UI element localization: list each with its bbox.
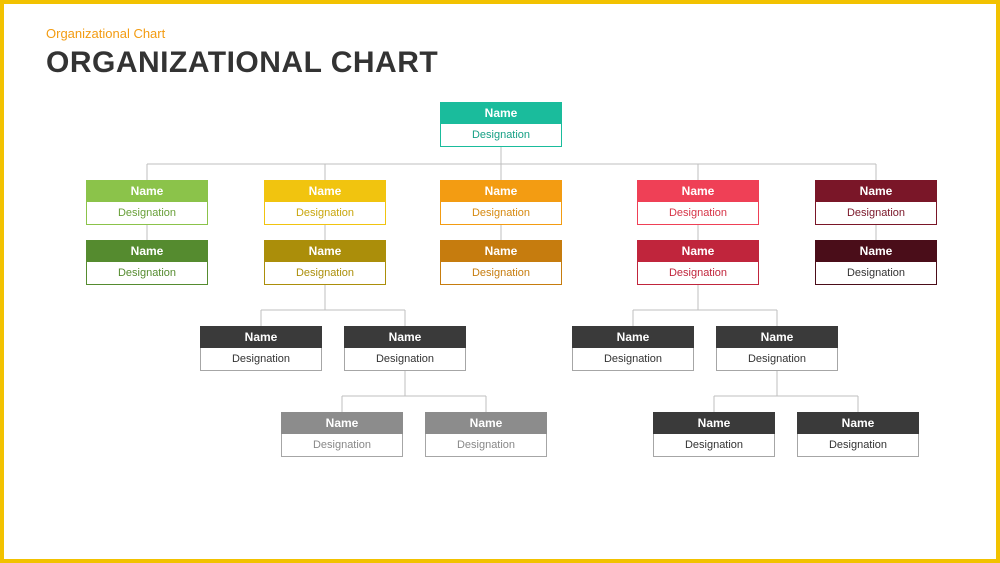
org-node-name: Name — [653, 412, 775, 434]
org-node: NameDesignation — [86, 240, 208, 285]
org-node-designation: Designation — [344, 348, 466, 371]
org-node: NameDesignation — [815, 180, 937, 225]
org-node: NameDesignation — [440, 240, 562, 285]
org-node: NameDesignation — [653, 412, 775, 457]
org-node-designation: Designation — [815, 202, 937, 225]
org-node-name: Name — [815, 240, 937, 262]
org-node: NameDesignation — [572, 326, 694, 371]
org-node-name: Name — [815, 180, 937, 202]
org-node: NameDesignation — [200, 326, 322, 371]
org-node-designation: Designation — [440, 262, 562, 285]
org-node: NameDesignation — [264, 240, 386, 285]
org-node: NameDesignation — [716, 326, 838, 371]
org-node-name: Name — [637, 180, 759, 202]
org-node-name: Name — [264, 180, 386, 202]
org-node-designation: Designation — [425, 434, 547, 457]
org-node-name: Name — [86, 180, 208, 202]
org-node-name: Name — [797, 412, 919, 434]
org-node: NameDesignation — [637, 240, 759, 285]
org-node-designation: Designation — [716, 348, 838, 371]
org-node-designation: Designation — [281, 434, 403, 457]
org-node-designation: Designation — [440, 202, 562, 225]
org-node-designation: Designation — [440, 124, 562, 147]
org-node-designation: Designation — [797, 434, 919, 457]
org-node-name: Name — [440, 180, 562, 202]
org-node-name: Name — [440, 102, 562, 124]
org-node-designation: Designation — [86, 262, 208, 285]
org-node-designation: Designation — [815, 262, 937, 285]
org-node-name: Name — [281, 412, 403, 434]
org-node: NameDesignation — [815, 240, 937, 285]
org-node-name: Name — [200, 326, 322, 348]
org-node: NameDesignation — [637, 180, 759, 225]
org-node-designation: Designation — [653, 434, 775, 457]
org-node-name: Name — [344, 326, 466, 348]
org-node: NameDesignation — [425, 412, 547, 457]
org-node-name: Name — [572, 326, 694, 348]
org-node: NameDesignation — [440, 180, 562, 225]
org-node-name: Name — [716, 326, 838, 348]
org-node: NameDesignation — [86, 180, 208, 225]
org-node-designation: Designation — [637, 262, 759, 285]
org-node-designation: Designation — [264, 262, 386, 285]
org-node-designation: Designation — [86, 202, 208, 225]
org-node: NameDesignation — [281, 412, 403, 457]
org-node-name: Name — [425, 412, 547, 434]
org-node-designation: Designation — [637, 202, 759, 225]
org-node: NameDesignation — [797, 412, 919, 457]
org-node: NameDesignation — [440, 102, 562, 147]
org-node-name: Name — [264, 240, 386, 262]
org-node-name: Name — [637, 240, 759, 262]
org-node: NameDesignation — [264, 180, 386, 225]
org-node-name: Name — [86, 240, 208, 262]
org-node-name: Name — [440, 240, 562, 262]
org-node-designation: Designation — [264, 202, 386, 225]
org-node: NameDesignation — [344, 326, 466, 371]
org-node-designation: Designation — [572, 348, 694, 371]
org-node-designation: Designation — [200, 348, 322, 371]
